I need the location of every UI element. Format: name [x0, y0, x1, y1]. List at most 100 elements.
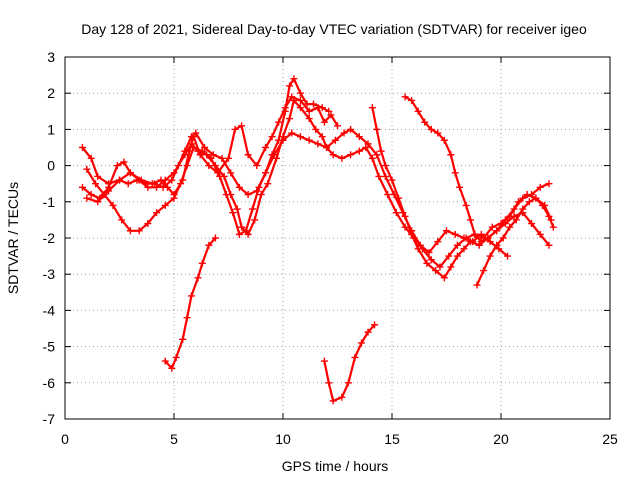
x-tick-label: 5 — [170, 431, 178, 447]
data-point — [296, 89, 304, 97]
data-point — [144, 220, 152, 228]
data-point — [305, 136, 313, 144]
data-point — [373, 151, 381, 159]
grid — [65, 57, 610, 419]
data-point — [205, 241, 213, 249]
x-tick-label: 0 — [61, 431, 69, 447]
data-point — [512, 216, 520, 224]
data-point — [466, 238, 474, 246]
data-point — [329, 151, 337, 159]
data-point — [344, 379, 352, 387]
data-point — [471, 230, 479, 238]
data-point — [318, 133, 326, 141]
data-point — [312, 125, 320, 133]
y-tick-label: -5 — [43, 339, 56, 355]
data-point — [272, 154, 280, 162]
data-point — [408, 230, 416, 238]
data-point — [325, 107, 333, 115]
data-point — [177, 180, 185, 188]
data-point — [94, 172, 102, 180]
data-point — [286, 82, 294, 90]
data-point — [270, 151, 278, 159]
data-point — [244, 191, 252, 199]
data-point — [436, 263, 444, 271]
data-point — [194, 274, 202, 282]
data-point — [486, 238, 494, 246]
x-tick-label: 15 — [384, 431, 400, 447]
data-point — [161, 176, 169, 184]
data-point — [227, 169, 235, 177]
data-point — [392, 209, 400, 217]
data-point — [545, 241, 553, 249]
data-point — [340, 129, 348, 137]
data-point — [83, 165, 91, 173]
data-point — [416, 241, 424, 249]
data-point — [153, 209, 161, 217]
data-point — [83, 194, 91, 202]
data-point — [126, 169, 134, 177]
data-point — [229, 209, 237, 217]
series-line — [85, 77, 330, 236]
data-point — [473, 281, 481, 289]
data-point — [323, 144, 331, 151]
data-point — [368, 104, 376, 112]
data-point — [150, 180, 158, 188]
data-point — [286, 115, 294, 123]
data-point — [338, 154, 346, 162]
data-point — [408, 96, 416, 104]
data-point — [198, 147, 206, 155]
series-line — [323, 323, 376, 402]
y-tick-label: 2 — [47, 85, 55, 101]
data-point — [325, 379, 333, 387]
x-tick-label: 25 — [602, 431, 618, 447]
data-point — [475, 241, 483, 249]
data-point — [105, 187, 113, 195]
data-point — [190, 144, 198, 151]
data-point — [536, 230, 544, 238]
data-point — [209, 151, 217, 159]
data-point — [371, 321, 379, 329]
data-point — [116, 176, 123, 184]
data-point — [484, 234, 492, 242]
y-tick-label: -3 — [43, 266, 56, 282]
data-point — [440, 136, 448, 144]
data-point — [460, 245, 468, 253]
data-point — [281, 107, 289, 115]
data-point — [92, 180, 100, 188]
data-point — [351, 353, 359, 361]
data-point — [486, 252, 494, 260]
data-point — [493, 241, 501, 249]
data-point — [216, 172, 224, 180]
data-point — [525, 198, 533, 206]
data-point — [305, 115, 313, 123]
data-point — [318, 104, 326, 112]
y-tick-label: -2 — [43, 230, 56, 246]
series-7 — [368, 104, 553, 282]
data-point — [174, 162, 182, 170]
data-point — [161, 201, 169, 209]
data-point — [94, 198, 102, 206]
data-point — [172, 353, 180, 361]
data-point — [510, 212, 518, 220]
data-point — [373, 125, 381, 133]
data-point — [460, 234, 468, 242]
data-point — [244, 230, 252, 238]
data-point — [303, 100, 311, 108]
data-point — [244, 151, 252, 159]
data-point — [290, 75, 298, 83]
data-point — [253, 162, 261, 170]
data-point — [401, 212, 409, 220]
data-point — [462, 201, 470, 209]
data-point — [377, 147, 385, 155]
data-point — [290, 96, 298, 104]
series-4 — [83, 125, 512, 260]
data-point — [144, 183, 152, 191]
data-point — [331, 136, 339, 144]
data-point — [262, 144, 270, 151]
data-point — [453, 252, 461, 260]
data-point — [135, 227, 143, 235]
data-point — [183, 314, 191, 322]
data-point — [501, 216, 509, 224]
data-point — [242, 227, 250, 235]
